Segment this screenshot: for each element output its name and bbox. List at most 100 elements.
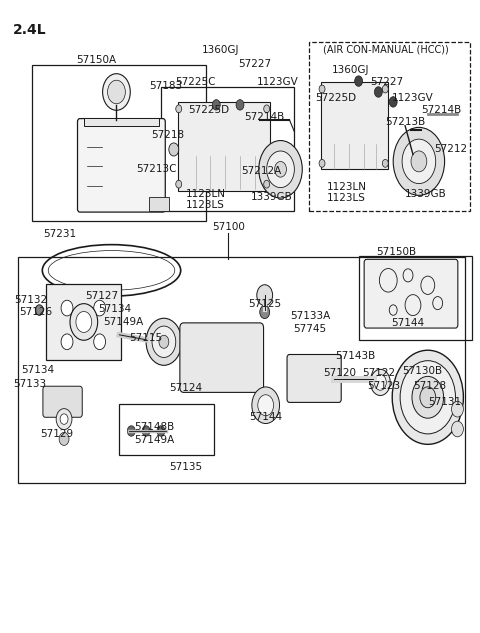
Text: 57134: 57134 [21, 365, 54, 375]
Circle shape [236, 99, 244, 110]
Circle shape [383, 85, 388, 93]
Circle shape [393, 127, 444, 196]
Text: 1360GJ: 1360GJ [332, 65, 370, 75]
Text: 57213C: 57213C [136, 165, 176, 174]
Text: 57227: 57227 [370, 77, 403, 87]
Text: 57120: 57120 [324, 368, 356, 377]
Circle shape [355, 76, 362, 86]
Circle shape [252, 387, 279, 423]
Circle shape [56, 409, 72, 430]
Circle shape [212, 99, 220, 110]
Circle shape [452, 401, 463, 417]
FancyBboxPatch shape [43, 386, 82, 417]
Text: 57213B: 57213B [385, 116, 425, 127]
Text: 57131: 57131 [428, 398, 461, 407]
Circle shape [452, 421, 463, 437]
Circle shape [374, 87, 383, 97]
FancyBboxPatch shape [180, 323, 264, 392]
Text: 57125: 57125 [248, 299, 281, 309]
Text: 57212: 57212 [434, 144, 467, 154]
Text: 57218: 57218 [151, 130, 184, 140]
Text: 57231: 57231 [44, 229, 77, 239]
Text: 57126: 57126 [19, 307, 52, 317]
Text: 1123LN: 1123LN [185, 189, 226, 199]
Circle shape [108, 80, 125, 104]
Circle shape [146, 318, 182, 365]
Bar [161, 87, 294, 211]
Circle shape [157, 426, 165, 436]
Text: 57225D: 57225D [188, 105, 229, 115]
FancyBboxPatch shape [364, 260, 458, 328]
Text: 57150B: 57150B [376, 247, 416, 256]
Text: 57115: 57115 [130, 333, 163, 343]
Text: 1360GJ: 1360GJ [202, 46, 239, 55]
Circle shape [275, 161, 287, 177]
Text: (AIR CON-MANUAL (HCC)): (AIR CON-MANUAL (HCC)) [324, 44, 449, 54]
Circle shape [60, 414, 68, 424]
Bar [33, 65, 206, 221]
Text: 57135: 57135 [169, 461, 202, 472]
Circle shape [374, 375, 386, 391]
Circle shape [383, 160, 388, 167]
Text: 57149A: 57149A [103, 317, 144, 327]
Text: 57214B: 57214B [421, 105, 462, 115]
Text: 57144: 57144 [249, 412, 282, 422]
Circle shape [392, 350, 463, 444]
Text: 57149A: 57149A [134, 435, 174, 445]
Circle shape [76, 311, 92, 332]
Text: 57212A: 57212A [241, 166, 282, 176]
Circle shape [259, 141, 302, 198]
FancyBboxPatch shape [287, 354, 341, 403]
Circle shape [319, 160, 325, 167]
Bar [309, 42, 470, 211]
Bar [18, 256, 466, 482]
Circle shape [264, 105, 270, 113]
Circle shape [260, 306, 270, 318]
Text: 57214B: 57214B [245, 112, 285, 122]
Text: 57143B: 57143B [336, 351, 376, 361]
Text: 57150A: 57150A [77, 55, 117, 65]
Circle shape [402, 139, 436, 184]
Text: 57134: 57134 [98, 304, 131, 314]
Circle shape [36, 305, 43, 315]
Text: 57127: 57127 [85, 291, 118, 301]
Text: 57133: 57133 [13, 379, 46, 389]
Circle shape [176, 180, 182, 188]
Circle shape [319, 85, 325, 93]
Circle shape [176, 105, 182, 113]
Circle shape [94, 334, 106, 349]
Bar [149, 197, 169, 211]
Text: 57129: 57129 [41, 429, 74, 439]
Text: 1123LN: 1123LN [327, 182, 367, 192]
Circle shape [94, 300, 106, 316]
Bar [178, 102, 270, 191]
Text: 57745: 57745 [294, 324, 327, 334]
FancyBboxPatch shape [77, 118, 165, 212]
Circle shape [59, 432, 69, 446]
Text: 57132: 57132 [14, 295, 47, 305]
Circle shape [257, 285, 273, 306]
Text: 1123GV: 1123GV [392, 93, 434, 103]
Circle shape [70, 304, 97, 341]
Text: 57130B: 57130B [402, 365, 442, 375]
Text: 2.4L: 2.4L [12, 23, 46, 37]
Text: 57227: 57227 [238, 60, 271, 69]
Circle shape [411, 151, 427, 172]
Text: 57123: 57123 [367, 381, 400, 391]
Bar [120, 404, 214, 454]
Text: 57128: 57128 [413, 381, 446, 391]
Text: 57183: 57183 [149, 81, 182, 91]
Bar [359, 256, 472, 340]
Circle shape [61, 334, 73, 349]
Text: 1123GV: 1123GV [257, 77, 299, 87]
Text: 57122: 57122 [362, 368, 395, 379]
Circle shape [61, 300, 73, 316]
Text: 57225D: 57225D [315, 93, 357, 103]
Circle shape [159, 335, 169, 348]
Circle shape [371, 369, 390, 396]
Text: 1339GB: 1339GB [251, 192, 292, 202]
Text: 57100: 57100 [212, 222, 245, 232]
Circle shape [127, 426, 135, 436]
Text: 57124: 57124 [169, 384, 202, 393]
Bar [321, 82, 388, 169]
